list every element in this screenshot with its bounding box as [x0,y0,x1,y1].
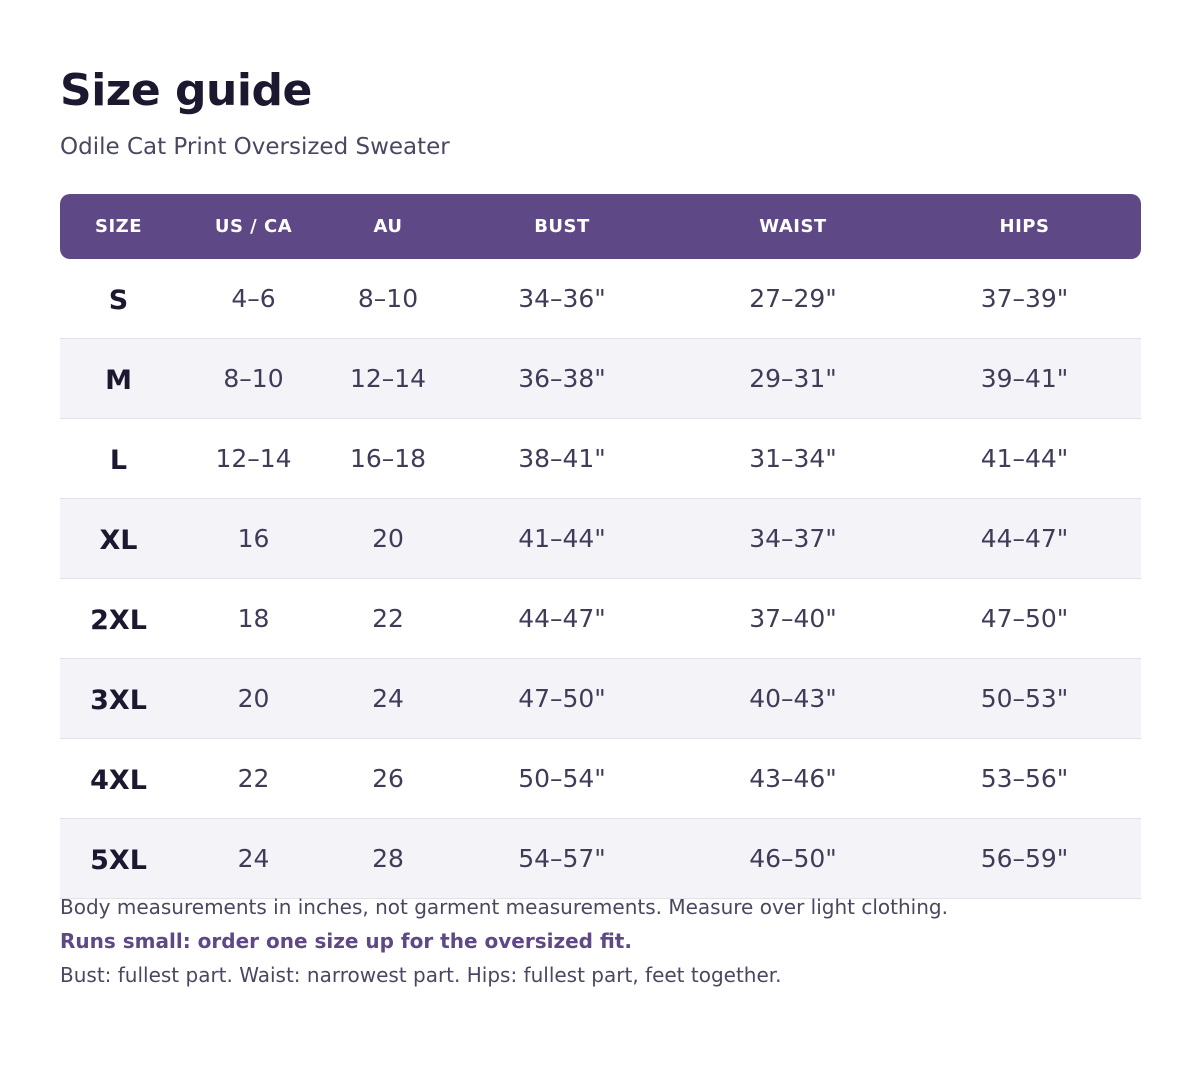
column-header-waist: WAIST [678,194,908,259]
hips-cell: 53–56" [908,738,1141,819]
hips-cell: 41–44" [908,418,1141,499]
hips-cell: 39–41" [908,338,1141,419]
au-cell: 28 [330,818,446,899]
bust-cell: 41–44" [446,498,678,579]
page-title: Size guide [60,65,312,116]
us-ca-cell: 18 [177,578,330,659]
waist-cell: 29–31" [678,338,908,419]
us-ca-cell: 20 [177,658,330,739]
size-cell: XL [60,498,177,579]
bust-cell: 50–54" [446,738,678,819]
bust-cell: 44–47" [446,578,678,659]
column-header-us-ca: US / CA [177,194,330,259]
bust-cell: 54–57" [446,818,678,899]
us-ca-cell: 22 [177,738,330,819]
column-header-au: AU [330,194,446,259]
hips-cell: 50–53" [908,658,1141,739]
bust-cell: 36–38" [446,338,678,419]
waist-cell: 34–37" [678,498,908,579]
hips-cell: 44–47" [908,498,1141,579]
us-ca-cell: 8–10 [177,338,330,419]
size-cell: S [60,259,177,339]
column-header-hips: HIPS [908,194,1141,259]
fit-advice: Runs small: order one size up for the ov… [60,929,632,953]
bust-cell: 38–41" [446,418,678,499]
au-cell: 12–14 [330,338,446,419]
table-body: S 4–6 8–10 34–36" 27–29" 37–39" M 8–10 12–14 36–3… [60,259,1141,899]
table-row: 3XL 20 24 47–50" 40–43" 50–53" [60,658,1141,739]
table-row: 5XL 24 28 54–57" 46–50" 56–59" [60,818,1141,899]
bust-cell: 47–50" [446,658,678,739]
bust-cell: 34–36" [446,259,678,339]
au-cell: 8–10 [330,259,446,339]
us-ca-cell: 4–6 [177,259,330,339]
waist-cell: 46–50" [678,818,908,899]
table-row: 2XL 18 22 44–47" 37–40" 47–50" [60,578,1141,659]
us-ca-cell: 12–14 [177,418,330,499]
waist-cell: 43–46" [678,738,908,819]
au-cell: 24 [330,658,446,739]
size-notes: Body measurements in inches, not garment… [60,890,1140,992]
table-row: M 8–10 12–14 36–38" 29–31" 39–41" [60,338,1141,419]
waist-cell: 27–29" [678,259,908,339]
size-cell: M [60,338,177,419]
hips-cell: 56–59" [908,818,1141,899]
table-header: SIZE US / CA AU BUST WAIST HIPS [60,194,1141,259]
au-cell: 22 [330,578,446,659]
size-chart-table: SIZE US / CA AU BUST WAIST HIPS S 4–6 8–10… [60,194,1141,899]
size-cell: 5XL [60,818,177,899]
us-ca-cell: 24 [177,818,330,899]
au-cell: 20 [330,498,446,579]
size-cell: 2XL [60,578,177,659]
waist-cell: 40–43" [678,658,908,739]
hips-cell: 47–50" [908,578,1141,659]
table-row: S 4–6 8–10 34–36" 27–29" 37–39" [60,259,1141,339]
au-cell: 16–18 [330,418,446,499]
size-cell: L [60,418,177,499]
table-row: L 12–14 16–18 38–41" 31–34" 41–44" [60,418,1141,499]
measurement-note: Body measurements in inches, not garment… [60,895,948,919]
au-cell: 26 [330,738,446,819]
column-header-bust: BUST [446,194,678,259]
waist-cell: 31–34" [678,418,908,499]
table-row: XL 16 20 41–44" 34–37" 44–47" [60,498,1141,579]
us-ca-cell: 16 [177,498,330,579]
column-header-size: SIZE [60,194,177,259]
size-cell: 4XL [60,738,177,819]
hips-cell: 37–39" [908,259,1141,339]
waist-cell: 37–40" [678,578,908,659]
product-name: Odile Cat Print Oversized Sweater [60,134,450,160]
size-cell: 3XL [60,658,177,739]
how-to-measure-note: Bust: fullest part. Waist: narrowest par… [60,963,782,987]
header-row: SIZE US / CA AU BUST WAIST HIPS [60,194,1141,259]
table-row: 4XL 22 26 50–54" 43–46" 53–56" [60,738,1141,819]
